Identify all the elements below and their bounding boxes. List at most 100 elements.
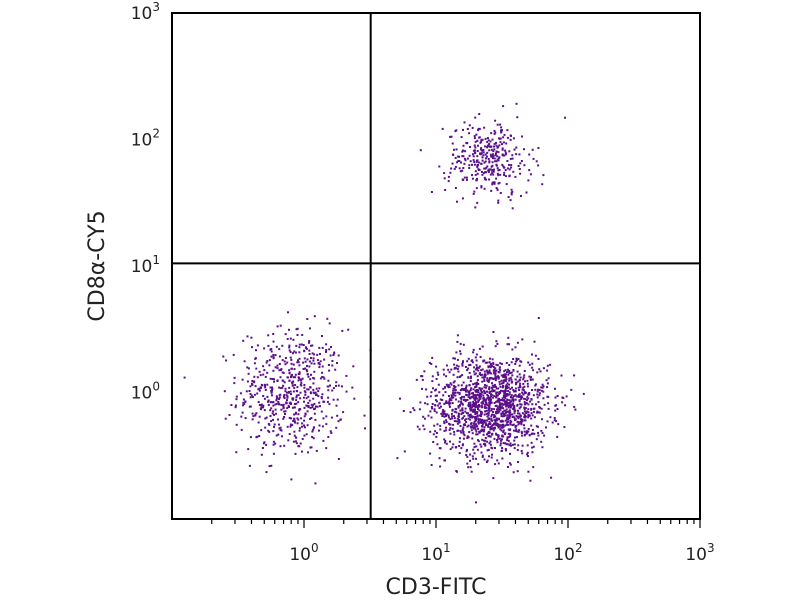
scatter-point — [537, 164, 540, 167]
scatter-point — [481, 387, 484, 390]
scatter-point — [453, 420, 456, 423]
scatter-point — [554, 409, 557, 412]
scatter-point — [480, 185, 483, 188]
scatter-point — [492, 427, 494, 430]
scatter-point — [455, 470, 458, 472]
scatter-point — [472, 388, 475, 391]
scatter-point — [457, 155, 460, 158]
scatter-point — [309, 418, 312, 420]
scatter-point — [528, 392, 531, 394]
scatter-point — [316, 359, 319, 362]
scatter-point — [469, 459, 471, 462]
scatter-point — [496, 364, 499, 367]
scatter-point — [309, 406, 312, 409]
scatter-point — [483, 389, 486, 392]
scatter-point — [450, 167, 453, 170]
scatter-point — [451, 402, 454, 405]
scatter-point — [291, 398, 294, 401]
scatter-point — [484, 160, 487, 163]
scatter-point — [275, 395, 278, 398]
scatter-point — [493, 142, 496, 145]
scatter-point — [265, 361, 268, 364]
scatter-point — [491, 396, 494, 399]
scatter-point — [278, 386, 281, 389]
scatter-point — [453, 363, 456, 366]
scatter-point — [484, 406, 487, 409]
scatter-point — [491, 172, 494, 175]
scatter-point — [272, 354, 275, 357]
scatter-point — [527, 403, 530, 406]
scatter-point — [472, 415, 475, 418]
scatter-point — [449, 440, 451, 443]
scatter-point — [495, 160, 498, 163]
scatter-point — [476, 414, 479, 417]
scatter-point — [531, 446, 534, 449]
scatter-point — [287, 391, 290, 394]
scatter-point — [574, 408, 577, 411]
scatter-point — [537, 358, 540, 360]
scatter-point — [492, 170, 495, 173]
scatter-point — [495, 187, 498, 189]
scatter-point — [543, 403, 546, 406]
scatter-point — [423, 428, 426, 431]
scatter-point — [445, 414, 448, 417]
scatter-point — [499, 408, 502, 411]
scatter-point — [271, 388, 274, 390]
scatter-point — [472, 392, 474, 395]
scatter-point — [290, 358, 293, 361]
scatter-point — [500, 130, 503, 133]
scatter-point — [460, 398, 463, 401]
scatter-point — [297, 359, 299, 362]
scatter-point — [477, 422, 480, 425]
scatter-point — [297, 418, 300, 421]
scatter-point — [305, 347, 308, 350]
scatter-point — [459, 350, 462, 353]
scatter-point — [533, 340, 536, 343]
scatter-point — [511, 416, 514, 418]
scatter-point — [532, 466, 535, 469]
scatter-point — [498, 392, 501, 395]
scatter-point — [486, 459, 489, 462]
scatter-point — [315, 449, 318, 452]
scatter-point — [479, 393, 482, 396]
scatter-point — [517, 409, 519, 412]
scatter-point — [524, 414, 526, 417]
scatter-point — [480, 162, 483, 165]
scatter-point — [439, 447, 442, 450]
scatter-point — [325, 350, 327, 353]
scatter-point — [550, 476, 553, 479]
scatter-point — [294, 376, 297, 379]
scatter-point — [526, 431, 529, 434]
scatter-point — [489, 168, 492, 171]
scatter-point — [474, 426, 477, 429]
scatter-point — [501, 415, 504, 418]
y-axis-label: CD8α-CY5 — [85, 210, 110, 321]
scatter-point — [473, 163, 476, 166]
scatter-point — [469, 404, 472, 407]
scatter-point — [506, 160, 509, 162]
scatter-point — [543, 434, 546, 437]
scatter-point — [476, 139, 479, 142]
scatter-point — [475, 445, 478, 448]
scatter-point — [522, 389, 525, 392]
scatter-point — [466, 128, 469, 130]
scatter-point — [254, 357, 257, 360]
scatter-point — [278, 369, 281, 372]
scatter-point — [532, 410, 535, 413]
scatter-point — [531, 366, 534, 369]
scatter-point — [488, 455, 490, 458]
scatter-point — [478, 347, 481, 350]
scatter-point — [453, 433, 456, 436]
scatter-point — [508, 429, 511, 432]
scatter-point — [445, 375, 448, 378]
scatter-point — [331, 364, 334, 367]
scatter-point — [494, 415, 497, 418]
scatter-point — [455, 420, 458, 423]
scatter-point — [480, 395, 482, 398]
scatter-point — [464, 366, 467, 368]
scatter-point — [458, 167, 461, 170]
scatter-point — [416, 425, 419, 428]
scatter-point — [451, 162, 454, 165]
scatter-point — [469, 396, 472, 399]
scatter-point — [493, 168, 495, 171]
